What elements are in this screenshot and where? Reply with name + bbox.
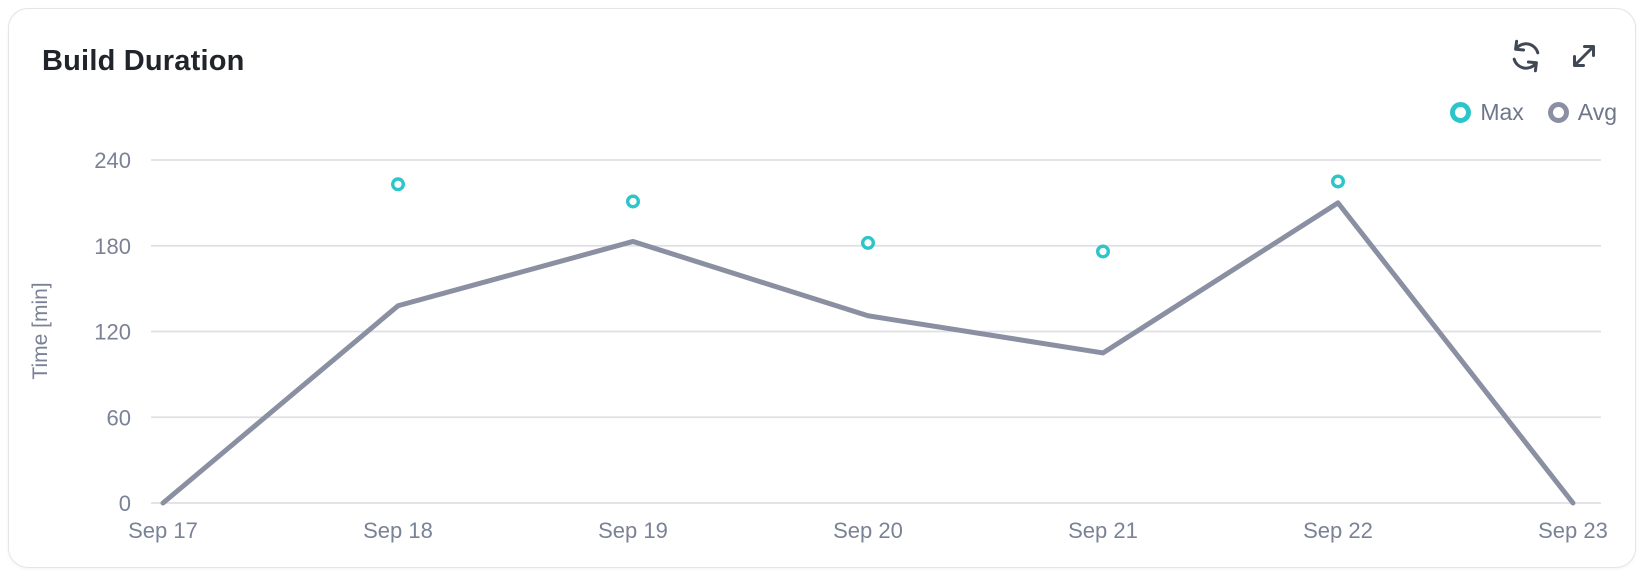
build-duration-card: 0 60 120 180 240 Sep 17 Sep 18 Sep 19 Sep 20 Sep … (8, 8, 1636, 568)
y-tick-label-60: 60 (107, 405, 131, 430)
max-point-sep-20 (861, 235, 876, 250)
avg-series-marker (1547, 102, 1569, 123)
refresh-icon (1512, 39, 1540, 73)
x-tick-label-4: Sep 21 (1068, 518, 1138, 543)
y-tick-label-0: 0 (119, 491, 131, 516)
legend-item-max[interactable]: Max (1450, 99, 1524, 126)
card-actions (1507, 37, 1603, 75)
max-series-marker (1450, 102, 1472, 123)
avg-series-line (160, 200, 1576, 506)
y-tick-label-120: 120 (94, 320, 131, 345)
x-tick-label-6: Sep 23 (1538, 518, 1608, 543)
y-tick-label-240: 240 (94, 148, 131, 173)
expand-icon (1573, 45, 1595, 67)
expand-button[interactable] (1565, 37, 1603, 75)
x-tick-label-5: Sep 22 (1303, 518, 1373, 543)
build-duration-chart: 0 60 120 180 240 Sep 17 Sep 18 Sep 19 Sep 20 Sep … (29, 148, 1608, 543)
y-axis-title: Time [min] (29, 282, 52, 379)
chart-legend: Max Avg (1450, 99, 1617, 126)
x-tick-label-0: Sep 17 (128, 518, 198, 543)
legend-item-avg[interactable]: Avg (1547, 99, 1617, 126)
max-point-sep-21 (1095, 244, 1110, 259)
x-tick-label-1: Sep 18 (363, 518, 433, 543)
x-tick-label-3: Sep 20 (833, 518, 903, 543)
legend-label-avg: Avg (1577, 99, 1617, 125)
max-point-sep-19 (626, 194, 641, 209)
refresh-button[interactable] (1507, 37, 1545, 75)
max-point-sep-18 (391, 177, 406, 192)
legend-label-max: Max (1480, 99, 1524, 125)
page-title: Build Duration (42, 45, 245, 77)
max-point-sep-22 (1330, 174, 1345, 189)
y-tick-label-180: 180 (94, 234, 131, 259)
x-tick-label-2: Sep 19 (598, 518, 668, 543)
